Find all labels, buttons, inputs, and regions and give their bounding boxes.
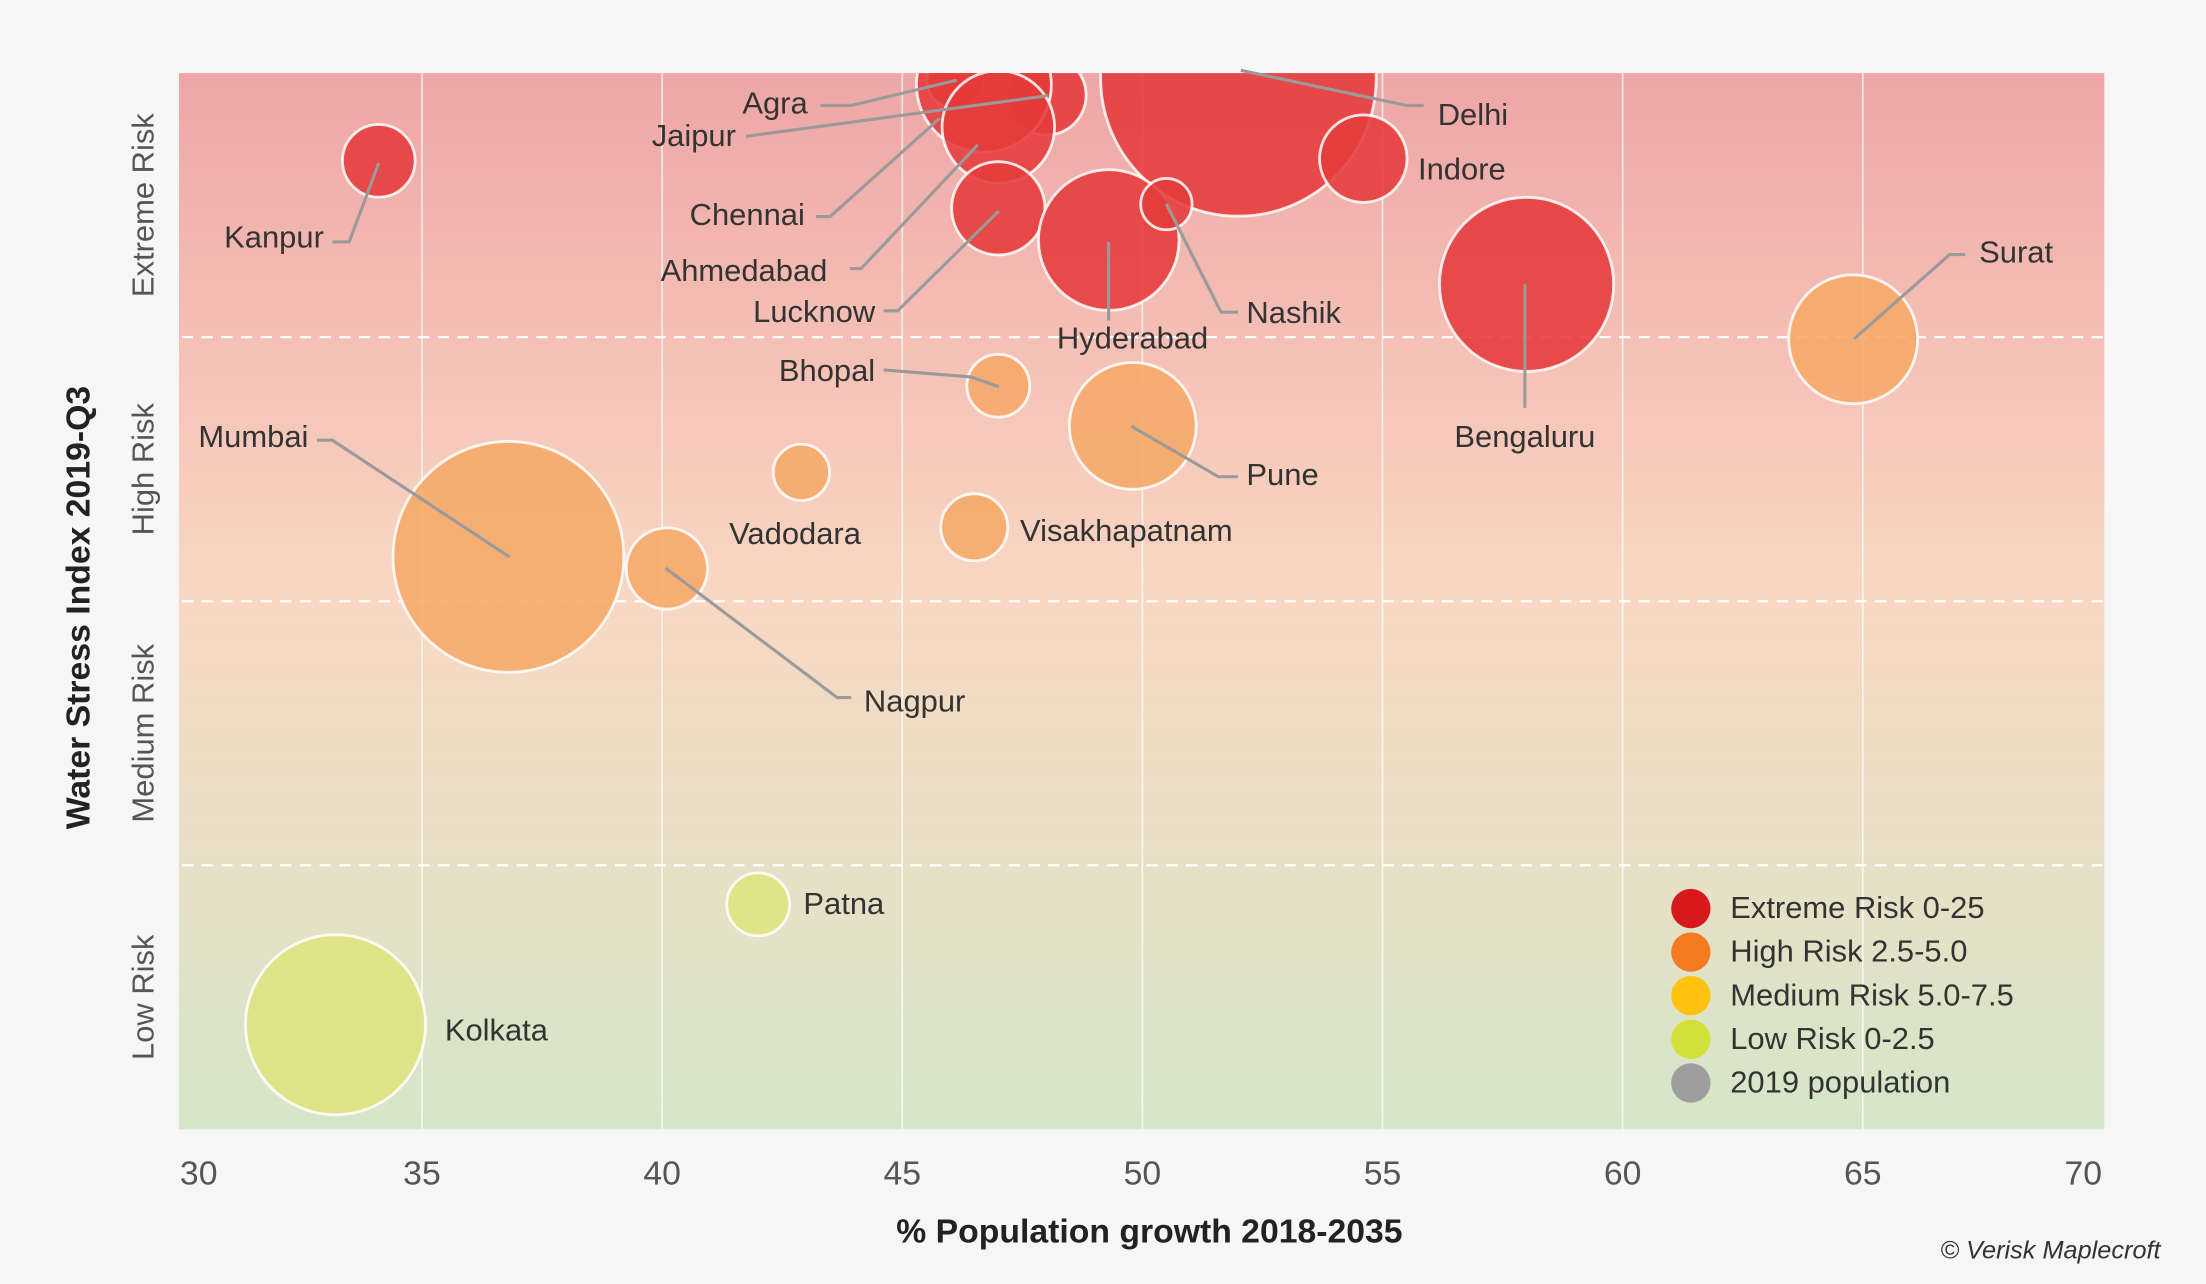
leader-line bbox=[1240, 68, 1424, 108]
legend-marker bbox=[1671, 1063, 1711, 1103]
y-axis-title: Water Stress Index 2019-Q3 bbox=[60, 386, 98, 829]
leader-line bbox=[316, 438, 511, 559]
legend-label: High Risk 2.5-5.0 bbox=[1730, 934, 1967, 969]
bubble-label: Kolkata bbox=[445, 1012, 549, 1047]
leader-line bbox=[745, 94, 1049, 138]
bubble-label: Nashik bbox=[1246, 295, 1341, 330]
bubble-label: Visakhapatnam bbox=[1020, 513, 1233, 548]
legend-label: Extreme Risk 0-25 bbox=[1730, 890, 1984, 925]
x-axis-title: % Population growth 2018-2035 bbox=[896, 1212, 1402, 1250]
bubble bbox=[341, 123, 417, 199]
legend-marker bbox=[1671, 976, 1711, 1016]
bubble-label: Pune bbox=[1246, 457, 1318, 492]
bubble bbox=[771, 442, 831, 502]
leader-line bbox=[332, 162, 381, 244]
leader-line bbox=[883, 209, 1001, 313]
bubble-label: Lucknow bbox=[753, 294, 876, 329]
bubble-label: Hyderabad bbox=[1057, 321, 1208, 356]
bubble-label: Nagpur bbox=[864, 683, 965, 718]
leader-line bbox=[820, 78, 958, 108]
bubble-label: Vadodara bbox=[729, 516, 862, 551]
legend-label: Medium Risk 5.0-7.5 bbox=[1730, 977, 2014, 1012]
bubble bbox=[950, 160, 1047, 257]
legend-marker bbox=[1671, 1019, 1711, 1059]
bubble bbox=[725, 871, 792, 938]
bubble-label: Ahmedabad bbox=[661, 253, 828, 288]
bubble-label: Kanpur bbox=[224, 219, 324, 254]
leader-line bbox=[1852, 253, 1966, 341]
bubble-label: Patna bbox=[803, 886, 885, 921]
bubble-label: Indore bbox=[1418, 152, 1506, 187]
bubble-label: Bhopal bbox=[779, 353, 875, 388]
bubble bbox=[939, 492, 1010, 563]
legend-marker bbox=[1671, 932, 1711, 972]
x-tick-label: 60 bbox=[1604, 1155, 1642, 1193]
leader-line bbox=[849, 143, 979, 271]
leader-line bbox=[1130, 424, 1239, 479]
x-tick-label: 35 bbox=[403, 1155, 441, 1193]
y-tick-label: High Risk bbox=[125, 403, 160, 536]
x-tick-label: 30 bbox=[180, 1155, 218, 1193]
leader-line bbox=[664, 566, 852, 700]
y-tick-label: Low Risk bbox=[125, 934, 160, 1060]
x-tick-label: 65 bbox=[1844, 1155, 1882, 1193]
legend-marker bbox=[1671, 888, 1711, 929]
x-tick-label: 50 bbox=[1124, 1155, 1162, 1193]
axes: 30 35 40 45 50 55 60 65 70 Low Risk Medium Risk Hig… bbox=[125, 113, 2102, 1193]
x-tick-label: 70 bbox=[2064, 1155, 2102, 1193]
bubble-label: Surat bbox=[1979, 235, 2053, 270]
bubble bbox=[1318, 113, 1409, 204]
y-tick-label: Extreme Risk bbox=[125, 113, 160, 297]
bubble-label: Jaipur bbox=[652, 118, 736, 153]
y-tick-label: Medium Risk bbox=[125, 643, 160, 822]
legend-label: 2019 population bbox=[1730, 1064, 1950, 1099]
leader-line bbox=[883, 368, 1000, 389]
bubble-label: Delhi bbox=[1438, 97, 1508, 132]
bubble-label: Mumbai bbox=[198, 419, 308, 454]
x-tick-label: 40 bbox=[643, 1155, 681, 1193]
leader-line bbox=[1164, 203, 1239, 314]
bubble bbox=[244, 933, 427, 1117]
credit: © Verisk Maplecroft bbox=[1940, 1236, 2161, 1264]
bubble bbox=[1787, 273, 1920, 406]
x-tick-label: 55 bbox=[1364, 1155, 1402, 1193]
bubble-label: Chennai bbox=[690, 197, 805, 232]
x-tick-label: 45 bbox=[883, 1155, 921, 1193]
bubble bbox=[1438, 195, 1616, 373]
legend-label: Low Risk 0-2.5 bbox=[1730, 1021, 1935, 1056]
bubbles bbox=[244, 73, 1920, 1117]
leader-line bbox=[816, 116, 941, 219]
bubble-label: Bengaluru bbox=[1454, 419, 1595, 454]
bubble-label: Agra bbox=[742, 86, 808, 121]
